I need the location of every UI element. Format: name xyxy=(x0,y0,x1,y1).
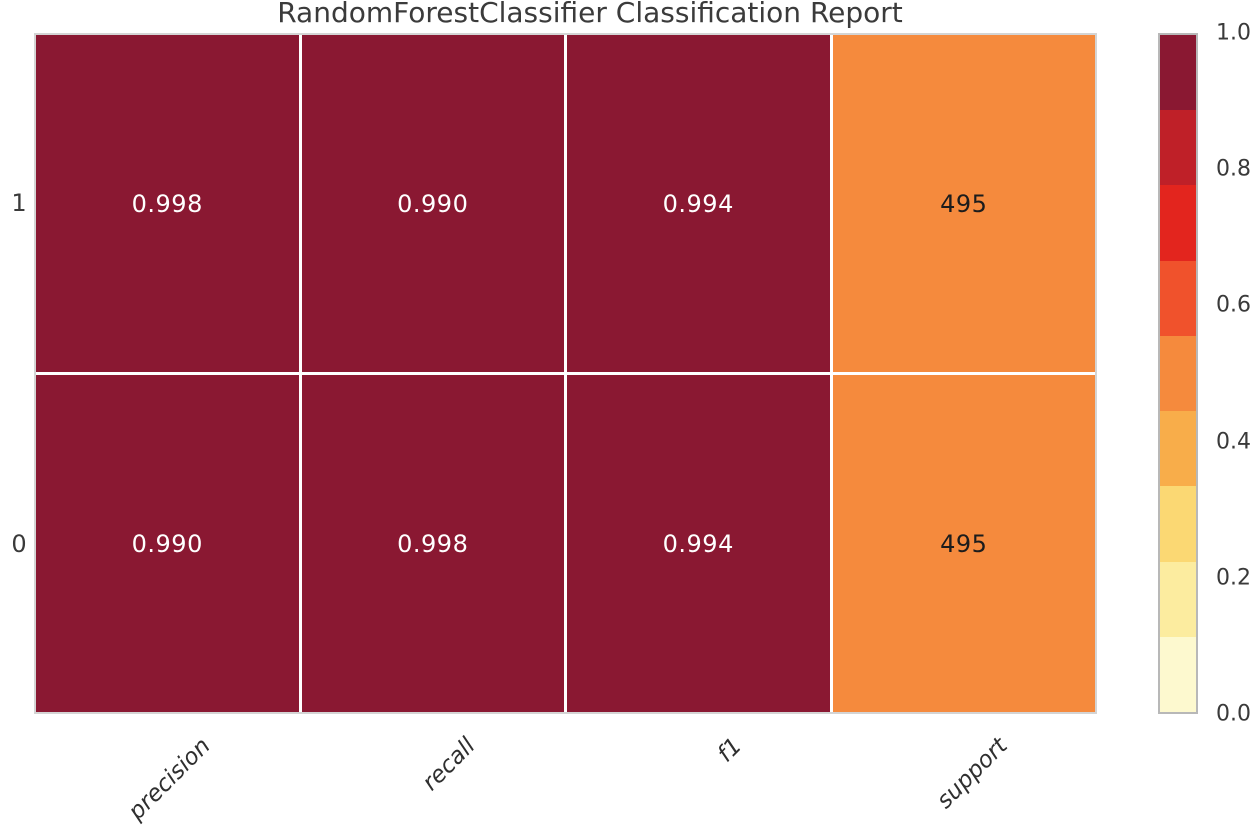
colorbar-tick-label-0.0: 0.0 xyxy=(1216,701,1251,727)
x-tick-label-precision: precision xyxy=(123,733,216,826)
colorbar-tick-label-0.8: 0.8 xyxy=(1216,156,1251,182)
colorbar-tick-label-0.2: 0.2 xyxy=(1216,565,1251,591)
heatmap-cell-1-precision: 0.998 xyxy=(36,35,299,372)
colorbar-tick-label-0.4: 0.4 xyxy=(1216,429,1251,455)
heatmap-cell-0-f1: 0.994 xyxy=(567,375,830,712)
colorbar-segment-5 xyxy=(1160,411,1196,487)
colorbar-tick-label-1.0: 1.0 xyxy=(1216,20,1251,46)
chart-title: RandomForestClassifier Classification Re… xyxy=(277,0,903,29)
heatmap-grid: 0.998 0.990 0.994 495 0.990 0.998 0.994 495 xyxy=(34,33,1097,714)
colorbar-segment-7 xyxy=(1160,561,1196,637)
y-tick-label-1: 1 xyxy=(11,189,27,218)
heatmap-cell-0-precision: 0.990 xyxy=(36,375,299,712)
heatmap-cell-0-recall: 0.998 xyxy=(301,375,564,712)
colorbar-segment-1 xyxy=(1160,110,1196,186)
heatmap-cell-1-support: 495 xyxy=(832,35,1095,372)
x-tick-label-recall: recall xyxy=(417,733,482,797)
colorbar xyxy=(1158,33,1198,714)
colorbar-segment-8 xyxy=(1160,636,1196,712)
colorbar-segment-3 xyxy=(1160,260,1196,336)
heatmap-cell-0-support: 495 xyxy=(832,375,1095,712)
colorbar-segment-0 xyxy=(1160,35,1196,111)
x-tick-label-support: support xyxy=(931,733,1013,814)
colorbar-tick-label-0.6: 0.6 xyxy=(1216,292,1251,318)
heatmap-cell-1-f1: 0.994 xyxy=(567,35,830,372)
colorbar-segment-2 xyxy=(1160,185,1196,261)
y-tick-label-0: 0 xyxy=(11,529,27,558)
x-tick-label-f1: f1 xyxy=(712,733,747,768)
heatmap-cell-1-recall: 0.990 xyxy=(301,35,564,372)
colorbar-segment-4 xyxy=(1160,335,1196,412)
colorbar-segment-6 xyxy=(1160,486,1196,562)
